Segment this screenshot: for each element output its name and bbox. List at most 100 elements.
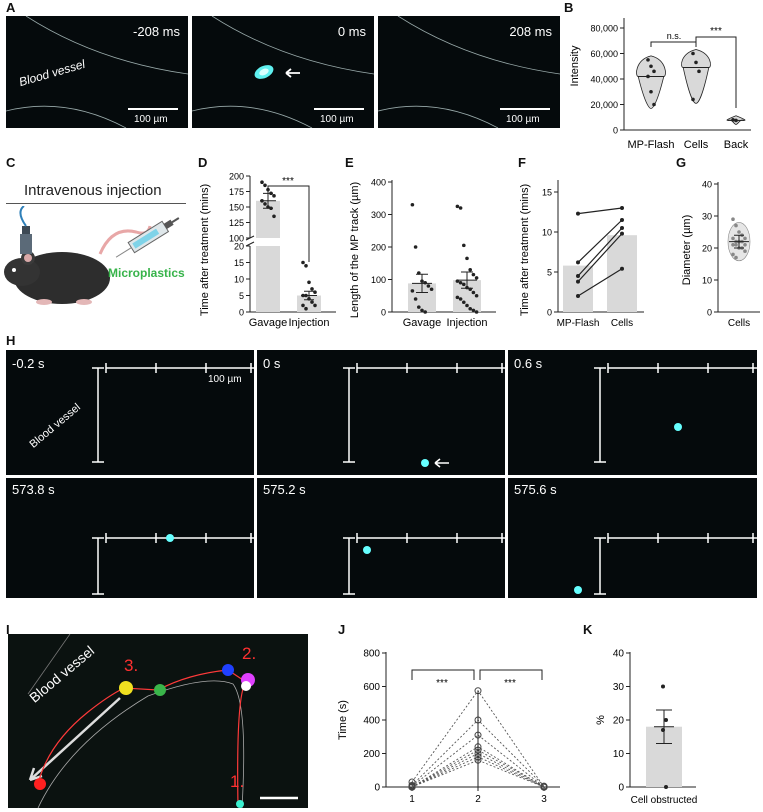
data-point — [313, 290, 317, 294]
data-point — [731, 252, 735, 257]
data-point — [408, 783, 416, 791]
data-point — [410, 289, 415, 293]
data-point — [266, 205, 270, 209]
significance-bracket — [479, 669, 543, 680]
y-tick-label: 20 — [613, 716, 625, 727]
y-tick-label: 30 — [613, 682, 625, 693]
data-point — [743, 243, 747, 247]
series-line — [411, 752, 545, 788]
y-tick-label: 0 — [239, 308, 244, 318]
data-point — [417, 271, 421, 275]
y-tick-label: 125 — [229, 218, 244, 228]
data-point — [620, 226, 624, 230]
error-bar — [654, 709, 674, 744]
data-point — [417, 305, 421, 309]
illustration-title: Intravenous injection — [24, 182, 162, 199]
cell-spot — [674, 423, 682, 431]
micrograph-h4: 573.8 s — [6, 478, 254, 598]
data-point — [462, 243, 466, 248]
data-point — [474, 276, 479, 280]
significance-bracket — [267, 185, 310, 262]
data-point — [429, 287, 434, 292]
data-point — [731, 236, 735, 241]
panel-label-g: G — [676, 155, 687, 170]
data-point — [413, 297, 418, 301]
violin — [681, 49, 711, 104]
data-point — [304, 306, 308, 311]
y-axis-label: Time after treatment (mins) — [199, 184, 211, 316]
chart-e: Length of the MP track (µm) 0 100 200 300 40… — [349, 178, 496, 329]
error-bar — [729, 234, 749, 249]
cell-spot — [166, 534, 174, 542]
data-point — [646, 74, 650, 79]
scale-label: 100 µm — [320, 114, 354, 125]
cell-spot — [222, 664, 234, 676]
y-tick-label: 300 — [371, 210, 386, 220]
data-point — [269, 206, 273, 211]
y-tick-label: 175 — [229, 187, 244, 197]
data-point — [465, 256, 469, 261]
micrograph-h6: 575.6 s — [508, 478, 757, 598]
y-tick-label: 20,000 — [590, 100, 618, 110]
data-point — [307, 297, 311, 301]
data-point — [576, 260, 580, 265]
y-axis-label: Length of the MP track (µm) — [349, 182, 361, 318]
data-point — [731, 217, 735, 221]
data-point — [420, 279, 424, 283]
paired-line — [577, 219, 623, 263]
mouse-icon — [4, 251, 110, 305]
data-point — [734, 118, 738, 123]
error-bar — [457, 271, 477, 289]
panel-label-h: H — [6, 333, 16, 348]
cell-spot — [119, 681, 133, 695]
scale-label: 100 µm — [506, 114, 540, 125]
time-label: 575.6 s — [514, 482, 557, 497]
micrograph-h1: -0.2 s Blood vessel 100 µm — [6, 350, 254, 475]
data-point — [664, 785, 668, 789]
x-tick-label: Cells — [728, 318, 750, 329]
y-tick-label: 40 — [613, 649, 625, 660]
y-tick-label: 10 — [613, 749, 625, 760]
data-point — [468, 306, 472, 311]
significance-label: *** — [282, 176, 294, 187]
data-point — [620, 231, 624, 236]
x-tick-label: Gavage — [403, 317, 442, 329]
scale-bar — [128, 108, 178, 110]
y-axis-label: Time (s) — [337, 700, 349, 740]
data-point — [576, 279, 580, 284]
time-label: 575.2 s — [263, 482, 306, 497]
data-point — [465, 303, 469, 308]
data-point — [620, 266, 624, 271]
data-point — [272, 194, 276, 198]
x-tick-label: Cell obstructed — [631, 795, 698, 806]
data-point — [743, 249, 747, 253]
data-point — [423, 310, 427, 314]
data-point — [620, 206, 624, 210]
data-point — [410, 202, 415, 207]
y-tick-label: 20 — [234, 242, 244, 252]
paired-line — [577, 227, 623, 277]
violin — [636, 55, 666, 109]
data-point — [576, 274, 580, 278]
micrograph-i: Blood vessel 1. 2. 3. — [8, 634, 308, 808]
y-tick-label: 5 — [239, 291, 244, 301]
data-point — [260, 180, 264, 184]
y-tick-label: 5 — [547, 268, 552, 278]
y-tick-label: 40,000 — [590, 75, 618, 85]
y-tick-label: 600 — [363, 682, 380, 693]
data-point — [691, 51, 695, 56]
title-underline — [6, 203, 186, 204]
x-tick-label: 2 — [475, 794, 481, 805]
panel-label-j: J — [338, 622, 346, 637]
data-point — [737, 230, 741, 234]
significance-label: *** — [436, 678, 448, 689]
y-tick-label: 400 — [371, 178, 386, 188]
panel-label-d: D — [198, 155, 208, 170]
y-tick-label: 0 — [613, 126, 618, 136]
arrow-icon — [434, 458, 449, 468]
error-bar — [412, 273, 432, 293]
data-point — [462, 300, 466, 305]
data-point — [301, 293, 305, 298]
scale-label: 100 µm — [208, 374, 242, 385]
significance-bracket — [695, 36, 737, 108]
